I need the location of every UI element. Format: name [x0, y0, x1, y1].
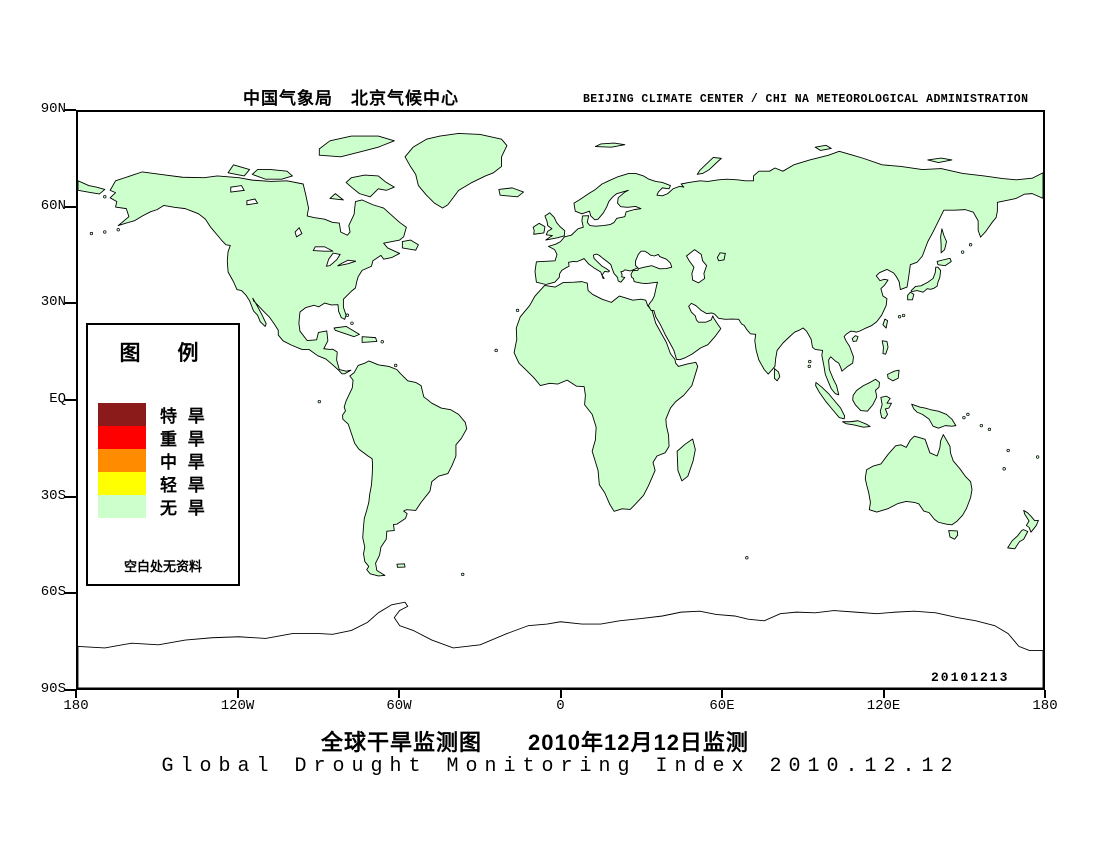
date-stamp: 20101213 — [931, 670, 1010, 685]
legend-item-severe: 重 旱 — [98, 426, 238, 449]
lon-tick-label: 0 — [556, 698, 565, 714]
antarctica-outline — [78, 601, 1043, 688]
lat-tick-label: 90S — [40, 681, 66, 697]
legend-item-extreme: 特 旱 — [98, 403, 238, 426]
lon-tick-mark — [398, 690, 400, 698]
lon-tick-label: 180 — [63, 698, 89, 714]
lat-tick-mark — [65, 495, 76, 498]
lon-tick-label: 60E — [709, 698, 735, 714]
lon-tick-label: 120E — [866, 698, 901, 714]
lat-tick-label: 60N — [40, 197, 66, 214]
legend-title: 图 例 — [119, 342, 207, 365]
lat-tick-mark — [65, 302, 76, 305]
legend-no-data-note: 空白处无资料 — [123, 559, 202, 574]
lon-tick-mark — [75, 690, 77, 698]
map-title-english: Global Drought Monitoring Index 2010.12.… — [161, 755, 960, 778]
legend-swatch-extreme — [98, 403, 146, 426]
lon-tick-mark — [721, 690, 723, 698]
legend-swatch-none — [98, 495, 146, 518]
lat-tick-mark — [65, 205, 76, 208]
legend-item-none: 无 旱 — [98, 495, 238, 518]
legend-item-moderate: 中 旱 — [98, 449, 238, 472]
legend-label-extreme: 特 旱 — [160, 407, 205, 426]
lat-tick-mark — [65, 399, 76, 401]
lon-tick-label: 120W — [220, 698, 255, 714]
lon-tick-label: 180 — [1032, 698, 1058, 714]
lat-tick-label: 30N — [40, 294, 66, 311]
legend-label-severe: 重 旱 — [160, 430, 205, 449]
land-layer — [78, 133, 1043, 577]
legend-box: 图 例 特 旱重 旱中 旱轻 旱无 旱 空白处无资料 — [86, 323, 240, 586]
lon-tick-mark — [236, 690, 239, 698]
lon-tick-mark — [1044, 690, 1046, 698]
lon-tick-label: 60W — [386, 698, 412, 714]
legend-rows: 特 旱重 旱中 旱轻 旱无 旱 — [98, 403, 238, 518]
lon-tick-mark — [882, 690, 885, 698]
lon-tick-mark — [559, 690, 562, 698]
world-map-frame — [76, 110, 1045, 690]
legend-swatch-moderate — [98, 449, 146, 472]
agency-title-english: BEIJING CLIMATE CENTER / CHI NA METEOROL… — [583, 93, 1029, 106]
legend-item-light: 轻 旱 — [98, 472, 238, 495]
legend-swatch-light — [98, 472, 146, 495]
lat-tick-mark — [65, 109, 76, 111]
lat-tick-mark — [65, 592, 76, 595]
legend-swatch-severe — [98, 426, 146, 449]
world-drought-map — [78, 112, 1043, 688]
legend-label-light: 轻 旱 — [160, 476, 205, 495]
lat-tick-label: EQ — [49, 391, 66, 407]
legend-label-none: 无 旱 — [160, 499, 205, 518]
lat-tick-label: 90N — [40, 101, 66, 117]
map-title-chinese: 全球干旱监测图 2010年12月12日监测 — [321, 730, 749, 755]
lakes-layer — [230, 185, 726, 284]
agency-title-chinese: 中国气象局 北京气候中心 — [243, 89, 459, 108]
lat-tick-mark — [65, 689, 76, 691]
lat-tick-label: 30S — [40, 487, 66, 504]
lat-tick-label: 60S — [40, 584, 66, 601]
legend-label-moderate: 中 旱 — [160, 453, 205, 472]
